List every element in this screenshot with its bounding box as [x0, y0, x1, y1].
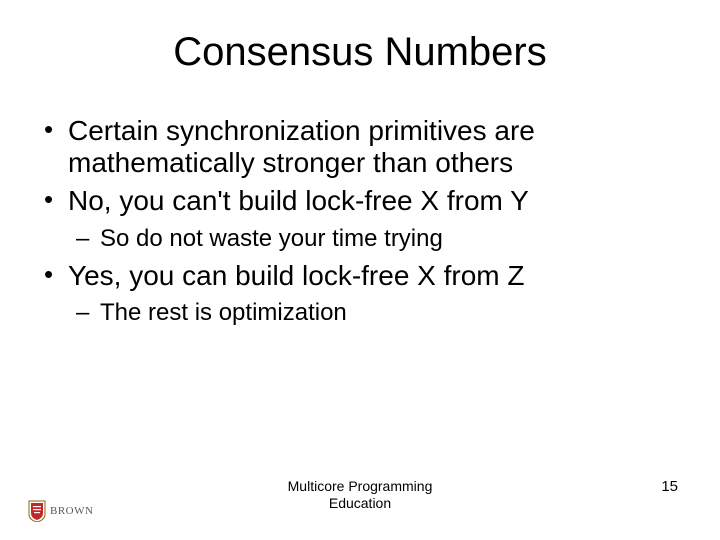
shield-icon	[28, 500, 46, 522]
footer-center-line2: Education	[288, 495, 433, 512]
bullet-item: Certain synchronization primitives are m…	[40, 115, 680, 179]
slide-title: Consensus Numbers	[40, 30, 680, 75]
slide-footer: BROWN Multicore Programming Education 15	[0, 478, 720, 518]
bullet-item: Yes, you can build lock-free X from Z	[40, 260, 680, 292]
bullet-sub-item: So do not waste your time trying	[40, 224, 680, 254]
footer-center-line1: Multicore Programming	[288, 478, 433, 495]
logo-text: BROWN	[50, 505, 93, 517]
slide: Consensus Numbers Certain synchronizatio…	[0, 0, 720, 540]
footer-center: Multicore Programming Education	[288, 478, 433, 512]
bullet-sub-item: The rest is optimization	[40, 298, 680, 328]
bullet-list: Certain synchronization primitives are m…	[40, 115, 680, 328]
bullet-item: No, you can't build lock-free X from Y	[40, 185, 680, 217]
page-number: 15	[661, 478, 678, 495]
footer-logo: BROWN	[28, 500, 93, 522]
